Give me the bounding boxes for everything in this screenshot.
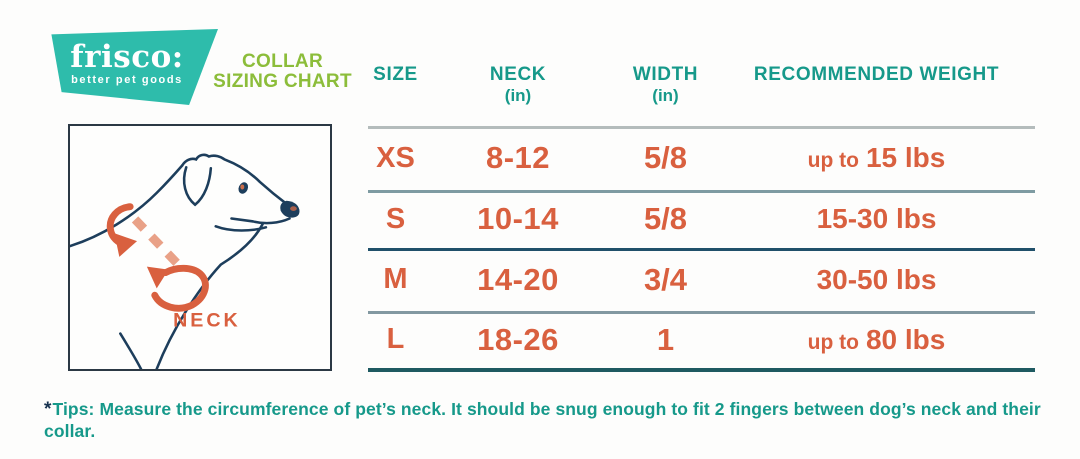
dog-back-line — [70, 164, 184, 248]
table-divider — [368, 368, 1035, 372]
frisco-logo: frisco: better pet goods — [51, 29, 218, 105]
column-header-label: WIDTH — [632, 64, 699, 85]
neck-label: NECK — [173, 310, 241, 332]
weight-prefix: up to — [807, 149, 859, 172]
column-header-width: WIDTH (in) — [613, 64, 718, 126]
cell-width: 3/4 — [643, 261, 688, 297]
table-divider — [368, 126, 1035, 129]
weight-value: 15-30 lbs — [816, 203, 937, 234]
table-row-s: S 10-14 5/8 15-30 lbs — [368, 190, 1035, 248]
cell-neck: 14-20 — [477, 261, 559, 297]
measure-arrow-lower-head — [146, 266, 169, 289]
footnote-asterisk: * — [44, 399, 52, 420]
column-header-label: NECK — [489, 64, 547, 85]
cell-size: S — [385, 202, 406, 235]
measure-arrow-lower — [151, 264, 209, 312]
weight-value: 30-50 lbs — [816, 263, 937, 295]
column-header-label: SIZE — [373, 64, 418, 85]
column-header-neck: NECK (in) — [423, 64, 613, 126]
cell-weight: up to 80 lbs — [718, 324, 1035, 356]
dog-neck-line — [155, 222, 265, 369]
dog-muzzle-line — [230, 217, 291, 225]
dog-head-line — [181, 153, 289, 206]
cell-width: 5/8 — [643, 140, 688, 175]
page-title-line1: COLLAR — [242, 51, 323, 72]
collar-dashed-strap — [131, 216, 184, 270]
sizing-table: SIZE NECK (in) WIDTH (in) RECOMMENDED WE… — [368, 55, 1035, 372]
cell-weight: 15-30 lbs — [718, 203, 1035, 235]
dog-nose-highlight — [290, 206, 297, 212]
dog-mouth-line — [214, 225, 268, 232]
column-header-size: SIZE — [368, 64, 423, 126]
dog-eye-pupil — [240, 184, 245, 190]
measure-arrow-upper-head — [114, 233, 138, 257]
dog-leg-line — [119, 332, 143, 369]
tips-footnote: *Tips: Measure the circumference of pet’… — [44, 399, 1044, 442]
page-title-line2: SIZING CHART — [213, 71, 352, 92]
column-header-unit: (in) — [652, 86, 679, 105]
weight-prefix: up to — [807, 330, 859, 354]
cell-size: XS — [376, 141, 415, 174]
table-row-m: M 14-20 3/4 30-50 lbs — [368, 248, 1035, 311]
cell-neck: 10-14 — [477, 201, 559, 236]
dog-nose — [280, 200, 300, 218]
weight-value: 80 lbs — [865, 323, 946, 355]
weight-value: 15 lbs — [865, 142, 946, 173]
table-divider — [368, 248, 1035, 251]
brand-tagline: better pet goods — [71, 74, 183, 86]
brand-name: frisco: — [70, 39, 184, 75]
column-header-label: RECOMMENDED WEIGHT — [753, 64, 1000, 85]
neck-measurement-diagram: NECK — [68, 124, 332, 371]
table-header-row: SIZE NECK (in) WIDTH (in) RECOMMENDED WE… — [368, 55, 1035, 126]
table-row-xs: XS 8-12 5/8 up to 15 lbs — [368, 126, 1035, 190]
column-header-unit: (in) — [504, 86, 532, 105]
page-title: COLLAR SIZING CHART — [210, 52, 355, 92]
dog-illustration-icon: NECK — [70, 153, 300, 369]
cell-width: 5/8 — [643, 201, 688, 236]
column-header-weight: RECOMMENDED WEIGHT — [718, 64, 1035, 126]
cell-width: 1 — [656, 321, 675, 357]
cell-size: M — [383, 263, 408, 295]
footnote-text: Tips: Measure the circumference of pet’s… — [44, 399, 1041, 441]
cell-neck: 8-12 — [485, 140, 551, 175]
dog-ear-line — [182, 166, 213, 207]
cell-neck: 18-26 — [477, 321, 559, 357]
table-divider — [368, 311, 1035, 314]
table-divider — [368, 190, 1035, 193]
cell-size: L — [386, 323, 405, 355]
cell-weight: up to 15 lbs — [718, 142, 1035, 174]
cell-weight: 30-50 lbs — [718, 264, 1035, 296]
table-row-l: L 18-26 1 up to 80 lbs — [368, 311, 1035, 368]
